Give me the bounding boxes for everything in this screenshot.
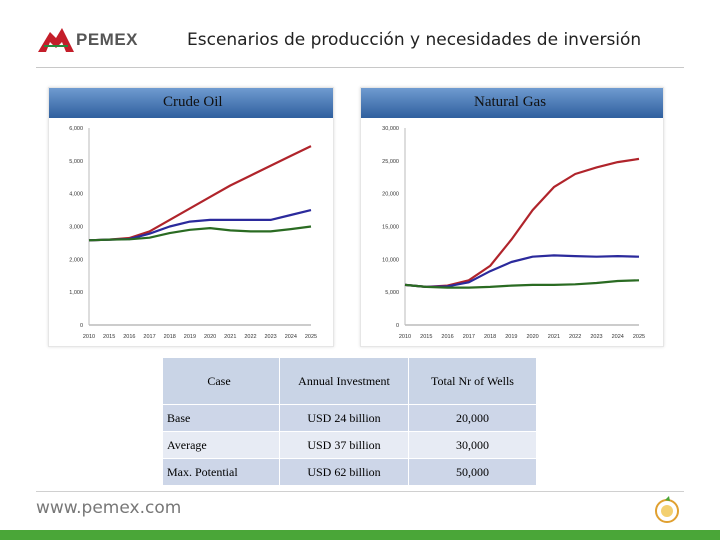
logo-text: PEMEX	[76, 30, 139, 49]
y-tick-label: 10,000	[382, 257, 399, 263]
cell-investment: USD 62 billion	[279, 458, 409, 486]
table-row: Max. Potential USD 62 billion 50,000	[163, 458, 537, 486]
x-tick-label: 2017	[143, 334, 155, 340]
table-row: Base USD 24 billion 20,000	[163, 404, 537, 432]
website-link[interactable]: www.pemex.com	[36, 498, 182, 518]
x-tick-label: 2017	[463, 334, 475, 340]
x-tick-label: 2022	[244, 334, 256, 340]
y-tick-label: 4,000	[69, 192, 83, 198]
y-tick-label: 0	[396, 323, 399, 329]
series-line-0	[404, 157, 640, 288]
investment-table: Case Annual Investment Total Nr of Wells…	[163, 358, 537, 486]
natural-gas-title: Natural Gas	[474, 94, 547, 110]
x-tick-label: 2023	[590, 334, 602, 340]
natural-gas-panel: Natural Gas 0 5,000 10,000 15,000 20,000 25,0…	[360, 87, 664, 347]
y-tick-label: 20,000	[382, 192, 399, 198]
series-line-2	[404, 279, 640, 289]
cell-wells: 50,000	[408, 458, 537, 486]
natural-gas-chart: 0 5,000 10,000 15,000 20,000 25,000 30,000 2010…	[382, 126, 645, 340]
x-tick-label: 2021	[224, 334, 236, 340]
x-tick-label: 2018	[484, 334, 496, 340]
crude-oil-chart: 0 1,000 2,000 3,000 4,000 5,000 6,000 2010 2015 2…	[69, 126, 317, 340]
y-tick-label: 6,000	[69, 126, 83, 132]
x-tick-label: 2023	[265, 334, 277, 340]
series-line-0	[88, 145, 312, 242]
footer-green-bar	[0, 530, 720, 540]
y-tick-label: 25,000	[382, 159, 399, 165]
x-tick-label: 2010	[83, 334, 95, 340]
y-tick-label: 2,000	[69, 257, 83, 263]
series-line-2	[88, 225, 312, 242]
x-tick-label: 2019	[505, 334, 517, 340]
footer-divider	[36, 491, 684, 492]
x-tick-label: 2025	[305, 334, 317, 340]
x-tick-label: 2020	[204, 334, 216, 340]
x-tick-label: 2025	[633, 334, 645, 340]
x-tick-label: 2024	[612, 334, 624, 340]
badge-logo-icon	[655, 496, 679, 523]
x-tick-label: 2015	[103, 334, 115, 340]
x-tick-label: 2019	[184, 334, 196, 340]
x-tick-label: 2021	[548, 334, 560, 340]
y-tick-label: 30,000	[382, 126, 399, 132]
cell-wells: 20,000	[408, 404, 537, 432]
y-tick-label: 1,000	[69, 290, 83, 296]
header-case: Case	[163, 358, 280, 405]
x-tick-label: 2020	[527, 334, 539, 340]
cell-wells: 30,000	[408, 431, 537, 459]
y-tick-label: 0	[80, 323, 83, 329]
slide-title: Escenarios de producción y necesidades d…	[187, 30, 642, 50]
y-tick-label: 5,000	[385, 290, 399, 296]
natural-gas-header: Natural Gas	[361, 88, 663, 118]
y-tick-label: 5,000	[69, 159, 83, 165]
header-annual-investment: Annual Investment	[279, 358, 409, 405]
crude-oil-header: Crude Oil	[49, 88, 333, 118]
header-total-wells: Total Nr of Wells	[408, 358, 537, 405]
table-header-row: Case Annual Investment Total Nr of Wells	[163, 358, 537, 405]
x-tick-label: 2016	[123, 334, 135, 340]
cell-case: Base	[163, 404, 280, 432]
cell-case: Max. Potential	[163, 458, 280, 486]
x-tick-label: 2015	[420, 334, 432, 340]
x-tick-label: 2016	[441, 334, 453, 340]
crude-oil-title: Crude Oil	[163, 94, 223, 110]
y-tick-label: 15,000	[382, 225, 399, 231]
x-tick-label: 2022	[569, 334, 581, 340]
x-tick-label: 2010	[399, 334, 411, 340]
slide-header: PEMEX Escenarios de producción y necesid…	[0, 0, 720, 70]
cell-case: Average	[163, 431, 280, 459]
table-row: Average USD 37 billion 30,000	[163, 431, 537, 459]
x-tick-label: 2024	[285, 334, 297, 340]
cell-investment: USD 24 billion	[279, 404, 409, 432]
eagle-logo-icon	[38, 28, 74, 52]
header-divider	[36, 67, 684, 68]
cell-investment: USD 37 billion	[279, 431, 409, 459]
series-line-1	[88, 209, 312, 242]
crude-oil-panel: Crude Oil 0 1,000 2,000 3,000 4,000 5,000 6,00…	[48, 87, 334, 347]
pemex-logo: PEMEX	[36, 24, 166, 60]
x-tick-label: 2018	[164, 334, 176, 340]
y-tick-label: 3,000	[69, 225, 83, 231]
